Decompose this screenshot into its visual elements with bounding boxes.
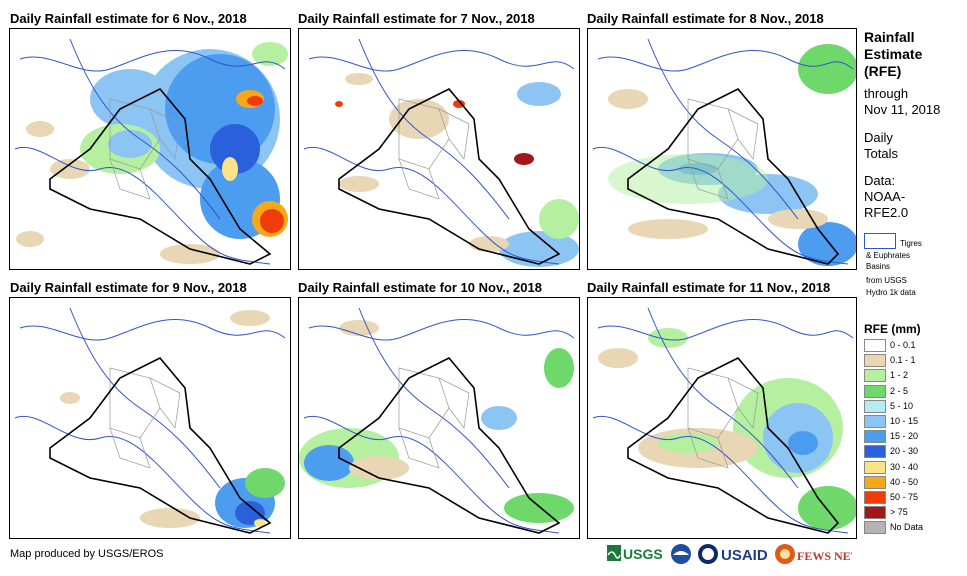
sidebar-daily-totals: Daily Totals (864, 130, 898, 162)
usaid-logo-text: USAID (721, 547, 768, 564)
sidebar-title: Rainfall Estimate (RFE) (864, 29, 922, 80)
rainfall-cells (60, 310, 285, 528)
usgs-logo: USGS (607, 545, 663, 562)
rainfall-cells (16, 42, 288, 264)
legend-swatch (864, 491, 886, 504)
legend-label: 30 - 40 (890, 461, 919, 472)
legend-swatch (864, 369, 886, 383)
legend-swatch (864, 384, 886, 398)
basin-outlines (592, 38, 854, 265)
basin-legend-line5: Hydro 1k data (866, 288, 916, 297)
map-11nov-graphic (592, 307, 856, 534)
fews-net-logo: FEWS NET (775, 544, 859, 564)
legend-label: No Data (890, 522, 924, 533)
map-10nov (298, 297, 580, 539)
panel-title-8nov: Daily Rainfall estimate for 8 Nov., 2018 (587, 11, 824, 26)
admin-boundaries (398, 367, 470, 469)
map-8nov (587, 28, 857, 270)
legend-swatch (864, 521, 886, 535)
legend-label: 20 - 30 (890, 446, 919, 457)
legend-label: 0 - 0.1 (890, 340, 916, 350)
logo-strip: USGS USAID FEWS NET (607, 544, 859, 564)
map-10nov-graphic (299, 307, 575, 534)
panel-title-6nov: Daily Rainfall estimate for 6 Nov., 2018 (10, 11, 247, 26)
admin-boundaries (687, 98, 759, 200)
legend-label: 10 - 15 (890, 416, 919, 426)
map-6nov-graphic (14, 38, 288, 265)
legend-swatch (864, 415, 886, 428)
legend-label: 15 - 20 (890, 431, 919, 442)
basin-legend-line3: Basins (866, 262, 891, 271)
country-border (49, 357, 272, 534)
map-9nov (9, 297, 291, 539)
panel-title-11nov: Daily Rainfall estimate for 11 Nov., 201… (587, 280, 831, 295)
map-9nov-graphic (14, 307, 286, 534)
partner-logos: USGS USAID FEWS NET (607, 541, 859, 569)
sidebar-title-line2: Estimate (864, 46, 923, 62)
panel-title-10nov: Daily Rainfall estimate for 10 Nov., 201… (298, 280, 542, 295)
sidebar-through: through Nov 11, 2018 (864, 86, 940, 118)
legend-label: > 75 (890, 507, 908, 518)
map-8nov-graphic (592, 38, 856, 266)
legend-swatch (864, 460, 886, 474)
noaa-logo (671, 544, 691, 564)
map-credit: Map produced by USGS/EROS (10, 548, 164, 560)
legend-label: 2 - 5 (890, 385, 909, 396)
admin-boundaries (109, 367, 181, 469)
legend-swatch (864, 445, 886, 459)
sidebar-data-source: Data: NOAA- RFE2.0 (864, 173, 908, 221)
legend-label: 1 - 2 (890, 370, 909, 381)
admin-boundaries (398, 98, 470, 200)
country-border (627, 357, 840, 534)
basin-outlines (303, 38, 575, 265)
basin-legend-swatch (864, 233, 896, 249)
sidebar-data-line2: NOAA- (864, 189, 906, 204)
admin-boundaries (109, 98, 181, 200)
fews-net-logo-text: FEWS NET (797, 549, 852, 563)
panel-title-7nov: Daily Rainfall estimate for 7 Nov., 2018 (298, 11, 535, 26)
basin-legend-line4: from USGS (866, 276, 907, 285)
map-7nov (298, 28, 580, 270)
panel-title-9nov: Daily Rainfall estimate for 9 Nov., 2018 (10, 280, 247, 295)
legend-label: 0.1 - 1 (890, 355, 916, 366)
legend-swatch (864, 354, 886, 368)
rainfall-cells (608, 44, 856, 266)
rainfall-cells (335, 73, 579, 267)
basin-outlines (592, 307, 854, 534)
sidebar-through-date: Nov 11, 2018 (864, 102, 941, 117)
basin-legend-line2: & Euphrates (866, 251, 911, 260)
country-border (49, 88, 272, 265)
country-border (627, 88, 840, 265)
sidebar-daily-line2: Totals (864, 146, 898, 161)
legend-swatch (864, 399, 886, 413)
usaid-logo: USAID (698, 544, 768, 564)
country-border (338, 88, 561, 265)
basin-outlines (14, 307, 286, 534)
sidebar-daily-line1: Daily (864, 130, 893, 145)
legend-swatch (864, 506, 886, 520)
usgs-logo-text: USGS (623, 546, 663, 562)
map-6nov (9, 28, 291, 270)
legend-title: RFE (mm) (864, 322, 921, 336)
sidebar-title-line3: (RFE) (864, 63, 902, 79)
country-border (338, 357, 561, 534)
legend-swatch (864, 430, 886, 444)
basin-outlines (14, 38, 286, 265)
map-7nov-graphic (303, 38, 579, 267)
rainfall-cells (598, 328, 856, 530)
rainfall-cells (299, 320, 574, 523)
sidebar-through-line1: through (864, 86, 909, 101)
basin-legend-line1: Tigres (900, 239, 922, 248)
legend-label: 40 - 50 (890, 476, 919, 487)
map-11nov (587, 297, 857, 539)
admin-boundaries (687, 367, 759, 469)
legend-swatch (864, 339, 886, 352)
sidebar-data-line1: Data: (864, 173, 896, 188)
legend-swatch (864, 475, 886, 489)
sidebar-data-line3: RFE2.0 (864, 205, 909, 220)
legend-label: 5 - 10 (890, 400, 914, 411)
sidebar-title-line1: Rainfall (864, 29, 915, 45)
legend-label: 50 - 75 (890, 492, 919, 502)
basin-outlines (303, 307, 575, 534)
